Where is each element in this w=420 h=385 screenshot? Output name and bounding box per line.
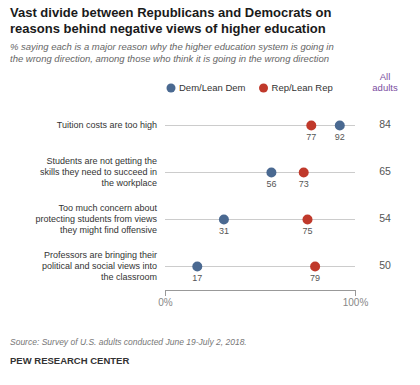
row-line [165,172,355,173]
marks [192,121,344,272]
annotation: PEW RESEARCH CENTER [10,355,129,366]
row-lines [165,126,355,267]
dot [192,262,202,272]
data-label: 79 [310,273,320,283]
category-label: Tuition costs are too high [57,120,157,130]
row-line [165,125,355,126]
row-line [165,219,355,220]
subtitle: % saying each is a major reason why the … [10,41,334,64]
category-label: Students are not getting theskills they … [40,156,157,188]
dot [335,121,345,131]
dot [303,215,313,225]
chart: Vast divide between Republicans and Demo… [0,0,420,385]
category-label: Too much concern aboutprotecting student… [35,203,157,235]
x-tick-mark [355,290,356,296]
dot [310,262,320,272]
legend: Dem/Lean Dem Rep/Lean Rep [167,82,333,93]
dot [266,168,276,178]
x-axis: 0% 100% [158,290,368,308]
x-axis-line [166,290,356,291]
legend-swatch [259,84,268,93]
column-value: 65 [379,165,391,177]
column-value: 54 [379,212,391,224]
x-tick: 0% [158,290,173,308]
dot [306,121,316,131]
legend-entry: Rep/Lean Rep [272,82,333,93]
data-label: 56 [266,179,276,189]
annotation: Source: Survey of U.S. adults conducted … [10,337,247,347]
dot [219,215,229,225]
legend-swatch [167,84,176,93]
x-tick: 100% [343,290,369,308]
column-value: 84 [379,118,391,130]
data-label: 31 [219,226,229,236]
dot [299,168,309,178]
data-label: 75 [302,226,312,236]
data-label: 92 [335,132,345,142]
title: Vast divide between Republicans and Demo… [10,5,332,36]
data-label: 17 [192,273,202,283]
category-label: Professors are bringing theirpolitical a… [42,250,157,282]
column-header: Alladults [372,71,398,93]
data-labels: 92 56 31 17 77 73 75 79 [192,132,345,283]
x-tick-mark [165,290,166,296]
data-label: 73 [299,179,309,189]
x-tick-label: 100% [343,297,369,308]
column-value: 50 [379,259,391,271]
data-label: 77 [306,132,316,142]
legend-entry: Dem/Lean Dem [179,82,246,93]
category-labels: Tuition costs are too high Students are n… [35,120,157,282]
x-tick-label: 0% [158,297,173,308]
